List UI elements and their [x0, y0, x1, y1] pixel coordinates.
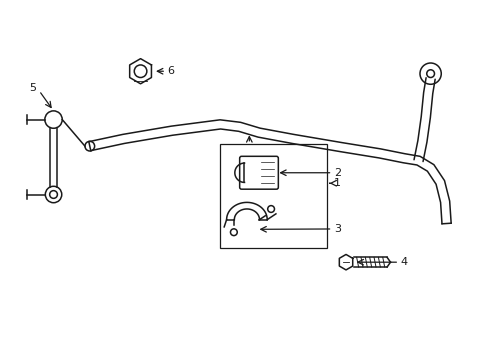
Text: 2: 2	[333, 168, 340, 178]
Text: 6: 6	[167, 66, 174, 76]
Bar	[220, 144, 326, 248]
Text: 3: 3	[333, 224, 340, 234]
Text: 4: 4	[400, 257, 407, 267]
Text: 1: 1	[333, 178, 340, 188]
Text: 5: 5	[29, 83, 36, 93]
